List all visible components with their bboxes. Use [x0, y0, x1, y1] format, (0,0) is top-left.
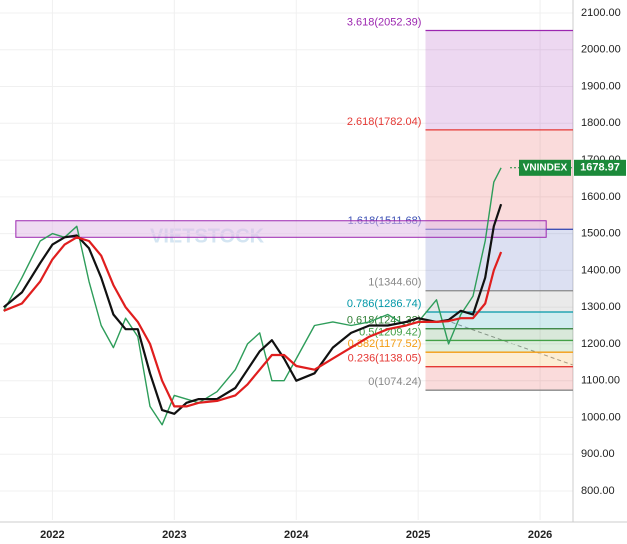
- x-tick-label: 2022: [40, 529, 64, 541]
- y-tick-label: 1800.00: [581, 117, 621, 129]
- y-tick-label: 1500.00: [581, 228, 621, 240]
- x-tick-label: 2026: [528, 529, 552, 541]
- y-tick-label: 1600.00: [581, 191, 621, 203]
- y-tick-label: 1000.00: [581, 411, 621, 423]
- y-tick-label: 900.00: [581, 448, 615, 460]
- y-tick-label: 1900.00: [581, 80, 621, 92]
- price-box: [574, 159, 626, 176]
- fib-label: 0.786(1286.74): [347, 298, 422, 310]
- fib-band: [425, 129, 573, 230]
- fib-band: [425, 340, 573, 353]
- y-tick-label: 2100.00: [581, 7, 621, 19]
- fib-label: 2.618(1782.04): [347, 116, 422, 128]
- y-tick-label: 2000.00: [581, 44, 621, 56]
- y-tick-label: 1100.00: [581, 375, 620, 387]
- fib-label: 3.618(2052.39): [347, 16, 422, 28]
- fib-band: [425, 229, 573, 291]
- price-line: [3, 167, 502, 426]
- y-tick-label: 1300.00: [581, 301, 621, 313]
- fib-band: [425, 30, 573, 130]
- x-tick-label: 2025: [406, 529, 430, 541]
- price-line: [3, 236, 503, 408]
- y-tick-label: 1400.00: [581, 264, 621, 276]
- symbol-label: VNINDEX: [523, 162, 568, 173]
- zone: [15, 220, 547, 238]
- y-tick-label: 1200.00: [581, 338, 621, 350]
- fib-band: [425, 290, 573, 313]
- trend-line: [444, 319, 574, 366]
- x-tick-label: 2023: [162, 529, 186, 541]
- symbol-box: [519, 159, 571, 176]
- x-tick-label: 2024: [284, 529, 309, 541]
- fib-band: [425, 312, 573, 329]
- fib-label: 0(1074.24): [368, 376, 421, 388]
- fib-band: [425, 328, 573, 341]
- fib-label: 0.382(1177.52): [348, 338, 422, 350]
- fib-band: [425, 352, 573, 367]
- y-tick-label: 800.00: [581, 485, 615, 497]
- fib-label: 0.236(1138.05): [348, 353, 422, 365]
- price-label: 1678.97: [580, 162, 620, 174]
- fib-label: 1(1344.60): [368, 277, 421, 289]
- fib-band: [425, 366, 573, 391]
